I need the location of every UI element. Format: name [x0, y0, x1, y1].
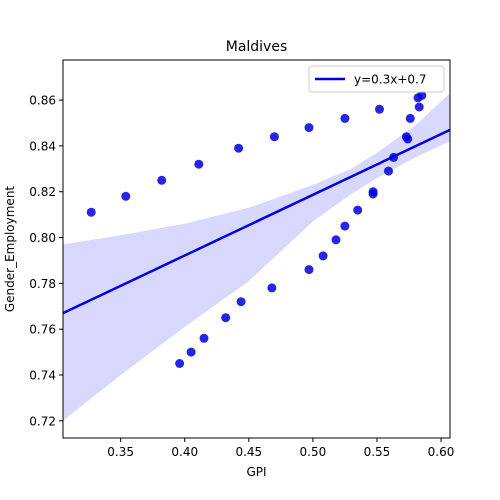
data-point [221, 313, 231, 323]
data-point [331, 235, 341, 245]
x-tick-label: 0.50 [300, 445, 327, 459]
confidence-band [63, 93, 450, 421]
data-point [157, 175, 167, 185]
data-point [389, 152, 399, 162]
data-point [236, 297, 246, 307]
data-point [368, 189, 378, 199]
plot-frame [62, 59, 451, 439]
data-point [175, 359, 185, 368]
legend-entry-regression: y=0.3x+0.7 [354, 73, 426, 87]
data-point [340, 113, 350, 123]
x-tick-label: 0.55 [364, 445, 391, 459]
data-point [403, 134, 413, 144]
chart-title: Maldives [226, 39, 288, 55]
data-point [353, 205, 363, 215]
y-tick-label: 0.82 [29, 185, 56, 199]
regression-line [62, 128, 451, 315]
data-point [86, 207, 96, 217]
x-axis-label: GPI [246, 465, 266, 479]
data-point [121, 191, 131, 201]
data-point [234, 143, 244, 153]
y-tick-label: 0.74 [29, 369, 56, 383]
y-tick-label: 0.86 [29, 94, 56, 108]
data-point [384, 166, 393, 176]
x-tick-label: 0.45 [235, 445, 262, 459]
data-point [417, 91, 427, 100]
data-point [186, 347, 196, 357]
data-point [414, 102, 424, 112]
data-point [375, 104, 384, 114]
data-point [199, 333, 209, 343]
y-tick-label: 0.80 [29, 231, 56, 245]
data-point [304, 123, 314, 133]
data-point [340, 221, 350, 231]
x-tick-label: 0.60 [428, 445, 455, 459]
data-point [269, 132, 279, 142]
x-tick-label: 0.40 [171, 445, 198, 459]
data-point [318, 251, 328, 261]
data-point [267, 283, 277, 293]
y-tick-label: 0.78 [29, 277, 56, 291]
y-tick-label: 0.84 [29, 139, 56, 153]
legend-box [308, 65, 445, 93]
x-tick-label: 0.35 [107, 445, 134, 459]
y-tick-label: 0.72 [29, 414, 56, 428]
y-tick-label: 0.76 [29, 323, 56, 337]
data-point [194, 159, 204, 169]
data-point [304, 265, 314, 275]
data-point [405, 113, 415, 123]
y-axis-label: Gender_Employment [3, 186, 17, 313]
legend: y=0.3x+0.7 [308, 65, 445, 93]
